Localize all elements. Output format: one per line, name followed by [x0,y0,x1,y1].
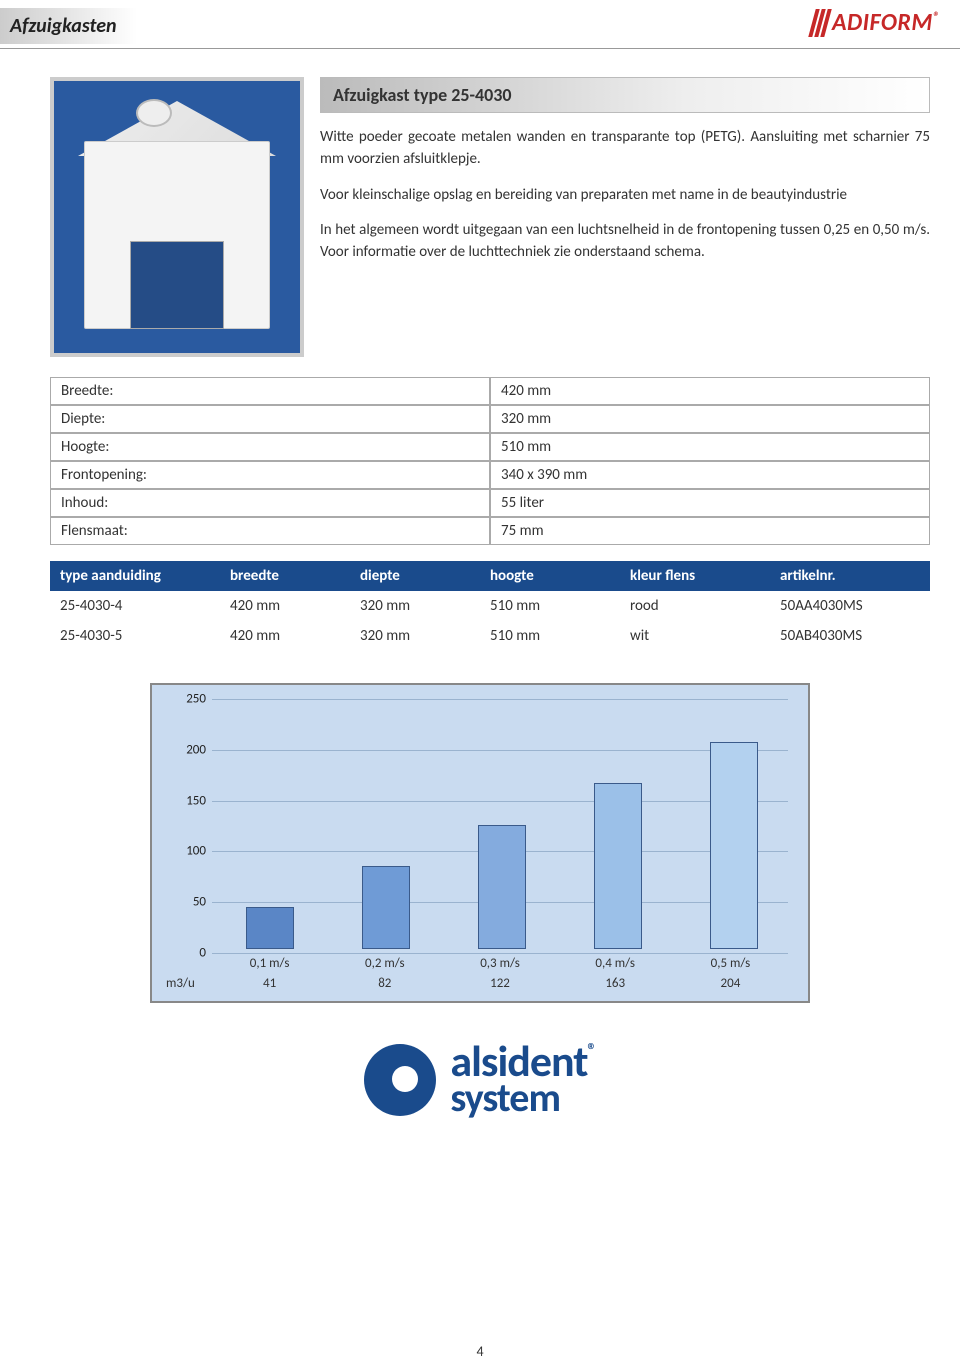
page-title: Afzuigkasten [0,8,137,44]
cell: 510 mm [480,591,620,621]
cell: 50AB4030MS [770,621,930,651]
section-title: Afzuigkast type 25-4030 [320,77,930,113]
y-tick-label: 50 [170,895,206,910]
x-secondary-value: 41 [212,976,327,991]
logo-stripes [812,9,828,37]
column-header: diepte [350,561,480,591]
spec-label: Frontopening: [50,461,490,489]
logo-text: ADIFORM® [832,8,940,37]
spec-value: 510 mm [490,433,930,461]
spec-value: 55 liter [490,489,930,517]
table-row: Diepte:320 mm [50,405,930,433]
chart-secondary-label: m3/u [166,976,195,991]
column-header: artikelnr. [770,561,930,591]
cell: 25-4030-5 [50,621,220,651]
chart-bar [710,742,758,949]
chart-secondary-values: 4182122163204 [212,976,788,991]
y-tick-label: 0 [170,946,206,961]
y-tick-label: 150 [170,793,206,808]
intro-p1: Witte poeder gecoate metalen wanden en t… [320,127,930,171]
chart-plot: 050100150200250 [212,699,788,949]
page-header: Afzuigkasten ADIFORM® [0,0,960,49]
x-tick-label: 0,2 m/s [327,956,442,971]
cell: rood [620,591,770,621]
cell: 510 mm [480,621,620,651]
table-row: Inhoud:55 liter [50,489,930,517]
table-row: 25-4030-5420 mm320 mm510 mmwit50AB4030MS [50,621,930,651]
alsident-logo: alsident® system [0,1043,960,1120]
y-tick-label: 250 [170,692,206,707]
table-row: 25-4030-4420 mm320 mm510 mmrood50AA4030M… [50,591,930,621]
spec-value: 340 x 390 mm [490,461,930,489]
spec-label: Inhoud: [50,489,490,517]
logo-label: ADIFORM [832,8,933,37]
spec-label: Breedte: [50,377,490,405]
spec-value: 320 mm [490,405,930,433]
chart-bar [594,783,642,949]
intro-text: Afzuigkast type 25-4030 Witte poeder gec… [304,77,930,357]
spec-value: 75 mm [490,517,930,545]
x-secondary-value: 204 [673,976,788,991]
cell: 25-4030-4 [50,591,220,621]
cell: 320 mm [350,591,480,621]
spec-label: Diepte: [50,405,490,433]
variant-table: type aanduidingbreedtedieptehoogtekleur … [50,561,930,651]
column-header: type aanduiding [50,561,220,591]
page-number: 4 [0,1343,960,1360]
table-row: Frontopening:340 x 390 mm [50,461,930,489]
cell: 420 mm [220,621,350,651]
spec-label: Hoogte: [50,433,490,461]
cell: 320 mm [350,621,480,651]
intro-p3: In het algemeen wordt uitgegaan van een … [320,220,930,264]
y-tick-label: 200 [170,742,206,757]
x-tick-label: 0,1 m/s [212,956,327,971]
y-tick-label: 100 [170,844,206,859]
intro-row: Afzuigkast type 25-4030 Witte poeder gec… [50,77,930,357]
x-secondary-value: 122 [442,976,557,991]
variant-header: type aanduidingbreedtedieptehoogtekleur … [50,561,930,591]
column-header: breedte [220,561,350,591]
chart-bar [362,866,410,949]
cell: wit [620,621,770,651]
x-tick-label: 0,4 m/s [558,956,673,971]
x-tick-label: 0,3 m/s [442,956,557,971]
spec-label: Flensmaat: [50,517,490,545]
x-secondary-value: 82 [327,976,442,991]
column-header: hoogte [480,561,620,591]
alsident-ring-icon [364,1044,436,1116]
spec-table: Breedte:420 mmDiepte:320 mmHoogte:510 mm… [50,377,930,545]
product-image [50,77,304,357]
cell: 420 mm [220,591,350,621]
chart-bar [478,825,526,949]
table-row: Flensmaat:75 mm [50,517,930,545]
adiform-logo: ADIFORM® [812,8,940,37]
cell: 50AA4030MS [770,591,930,621]
airflow-chart: 050100150200250 0,1 m/s0,2 m/s0,3 m/s0,4… [150,683,810,1003]
table-row: Breedte:420 mm [50,377,930,405]
intro-p2: Voor kleinschalige opslag en bereiding v… [320,185,930,207]
table-row: Hoogte:510 mm [50,433,930,461]
chart-x-labels: 0,1 m/s0,2 m/s0,3 m/s0,4 m/s0,5 m/s [212,956,788,971]
x-secondary-value: 163 [558,976,673,991]
column-header: kleur flens [620,561,770,591]
chart-bar [246,907,294,949]
x-tick-label: 0,5 m/s [673,956,788,971]
spec-value: 420 mm [490,377,930,405]
